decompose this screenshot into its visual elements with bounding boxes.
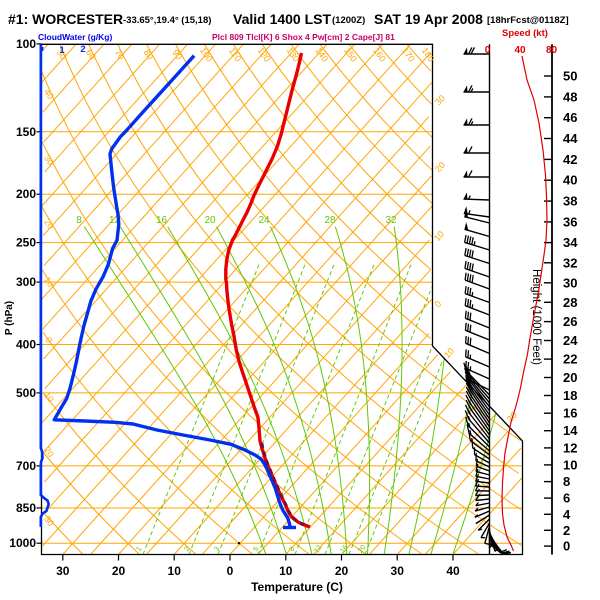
svg-text:20: 20 xyxy=(112,564,126,578)
svg-text:3: 3 xyxy=(213,546,221,553)
svg-text:10: 10 xyxy=(563,457,577,472)
svg-text:8: 8 xyxy=(76,215,82,226)
svg-text:40: 40 xyxy=(563,173,577,188)
svg-text:18: 18 xyxy=(563,388,577,403)
svg-text:Speed (kt): Speed (kt) xyxy=(502,28,548,39)
svg-text:20: 20 xyxy=(563,370,577,385)
svg-text:40: 40 xyxy=(446,564,460,578)
svg-text:0: 0 xyxy=(485,45,491,56)
svg-text:60: 60 xyxy=(84,48,98,62)
svg-text:30: 30 xyxy=(42,514,56,528)
svg-text:10: 10 xyxy=(442,346,456,360)
svg-text:20: 20 xyxy=(42,445,56,459)
svg-text:(1200Z): (1200Z) xyxy=(332,15,365,26)
svg-text:16: 16 xyxy=(563,406,577,421)
svg-text:32: 32 xyxy=(563,255,577,270)
svg-text:150: 150 xyxy=(16,125,36,139)
svg-text:46: 46 xyxy=(563,110,577,125)
svg-text:Plcl 809 Tlcl[K] 6 Shox 4 Pw[c: Plcl 809 Tlcl[K] 6 Shox 4 Pw[cm] 2 Cape[… xyxy=(212,32,395,42)
svg-text:2: 2 xyxy=(183,546,191,553)
svg-text:16: 16 xyxy=(156,215,168,226)
svg-text:20: 20 xyxy=(42,217,56,231)
svg-text:700: 700 xyxy=(16,459,36,473)
svg-text:8: 8 xyxy=(563,474,570,489)
svg-text:4: 4 xyxy=(563,507,571,522)
svg-text:22: 22 xyxy=(563,352,577,367)
svg-text:2: 2 xyxy=(80,44,85,55)
svg-text:20: 20 xyxy=(204,215,216,226)
svg-text:10: 10 xyxy=(168,564,182,578)
svg-text:10: 10 xyxy=(279,564,293,578)
svg-text:400: 400 xyxy=(16,338,36,352)
svg-text:24: 24 xyxy=(258,215,270,226)
svg-text:6: 6 xyxy=(563,491,570,506)
svg-text:#1: WORCESTER: #1: WORCESTER xyxy=(8,11,123,27)
svg-text:30: 30 xyxy=(563,275,577,290)
svg-text:80: 80 xyxy=(546,45,558,56)
svg-text:8: 8 xyxy=(288,546,296,553)
svg-text:30: 30 xyxy=(391,564,405,578)
svg-text:12: 12 xyxy=(313,544,323,554)
svg-text:16: 16 xyxy=(339,544,349,554)
svg-text:48: 48 xyxy=(563,89,577,104)
svg-text:Temperature (C): Temperature (C) xyxy=(251,580,343,594)
svg-text:SAT 19 Apr 2008: SAT 19 Apr 2008 xyxy=(374,11,483,27)
svg-text:P (hPa): P (hPa) xyxy=(4,301,15,335)
svg-text:5: 5 xyxy=(252,546,260,553)
svg-text:80: 80 xyxy=(142,48,156,62)
svg-text:12: 12 xyxy=(563,440,577,455)
svg-text:200: 200 xyxy=(16,187,36,201)
svg-text:42: 42 xyxy=(563,152,577,167)
svg-text:0: 0 xyxy=(227,564,234,578)
svg-text:50: 50 xyxy=(55,48,69,62)
svg-text:Height (1000 Feet): Height (1000 Feet) xyxy=(530,269,542,365)
svg-text:28: 28 xyxy=(563,295,577,310)
svg-text:1: 1 xyxy=(59,45,65,56)
svg-text:30: 30 xyxy=(433,93,447,107)
svg-text:34: 34 xyxy=(563,235,578,250)
svg-text:CloudWater (g/Kg): CloudWater (g/Kg) xyxy=(38,32,112,42)
svg-text:24: 24 xyxy=(563,333,578,348)
svg-text:90: 90 xyxy=(170,48,184,62)
svg-text:850: 850 xyxy=(16,501,36,515)
svg-text:30: 30 xyxy=(42,153,56,167)
svg-text:10: 10 xyxy=(432,229,446,243)
svg-text:20: 20 xyxy=(433,160,447,174)
svg-text:-33.65°,19.4° (15,18): -33.65°,19.4° (15,18) xyxy=(123,15,211,26)
svg-text:250: 250 xyxy=(16,236,36,250)
svg-text:14: 14 xyxy=(563,423,578,438)
svg-text:20: 20 xyxy=(357,544,367,554)
svg-text:40: 40 xyxy=(514,45,526,56)
svg-text:40: 40 xyxy=(42,87,56,101)
svg-text:32: 32 xyxy=(385,215,397,226)
svg-text:10: 10 xyxy=(42,275,56,289)
svg-text:44: 44 xyxy=(563,131,578,146)
svg-text:0: 0 xyxy=(563,539,570,554)
svg-text:0: 0 xyxy=(433,299,444,309)
svg-text:100: 100 xyxy=(16,37,36,51)
svg-text:70: 70 xyxy=(113,48,127,62)
svg-text:28: 28 xyxy=(324,215,336,226)
svg-text:38: 38 xyxy=(563,194,577,209)
svg-text:30: 30 xyxy=(56,564,70,578)
svg-text:50: 50 xyxy=(563,69,577,84)
svg-text:300: 300 xyxy=(16,275,36,289)
svg-text:10: 10 xyxy=(42,390,56,404)
svg-text:1: 1 xyxy=(135,546,143,553)
svg-text:1000: 1000 xyxy=(9,536,36,550)
svg-text:20: 20 xyxy=(335,564,349,578)
svg-text:2: 2 xyxy=(563,523,570,538)
svg-text:0: 0 xyxy=(43,335,54,345)
svg-text:36: 36 xyxy=(563,214,577,229)
svg-text:26: 26 xyxy=(563,314,577,329)
svg-text:500: 500 xyxy=(16,386,36,400)
svg-text:12: 12 xyxy=(109,215,121,226)
svg-text:Valid 1400 LST: Valid 1400 LST xyxy=(233,11,331,27)
svg-text:[18hrFcst@0118Z]: [18hrFcst@0118Z] xyxy=(487,15,569,26)
